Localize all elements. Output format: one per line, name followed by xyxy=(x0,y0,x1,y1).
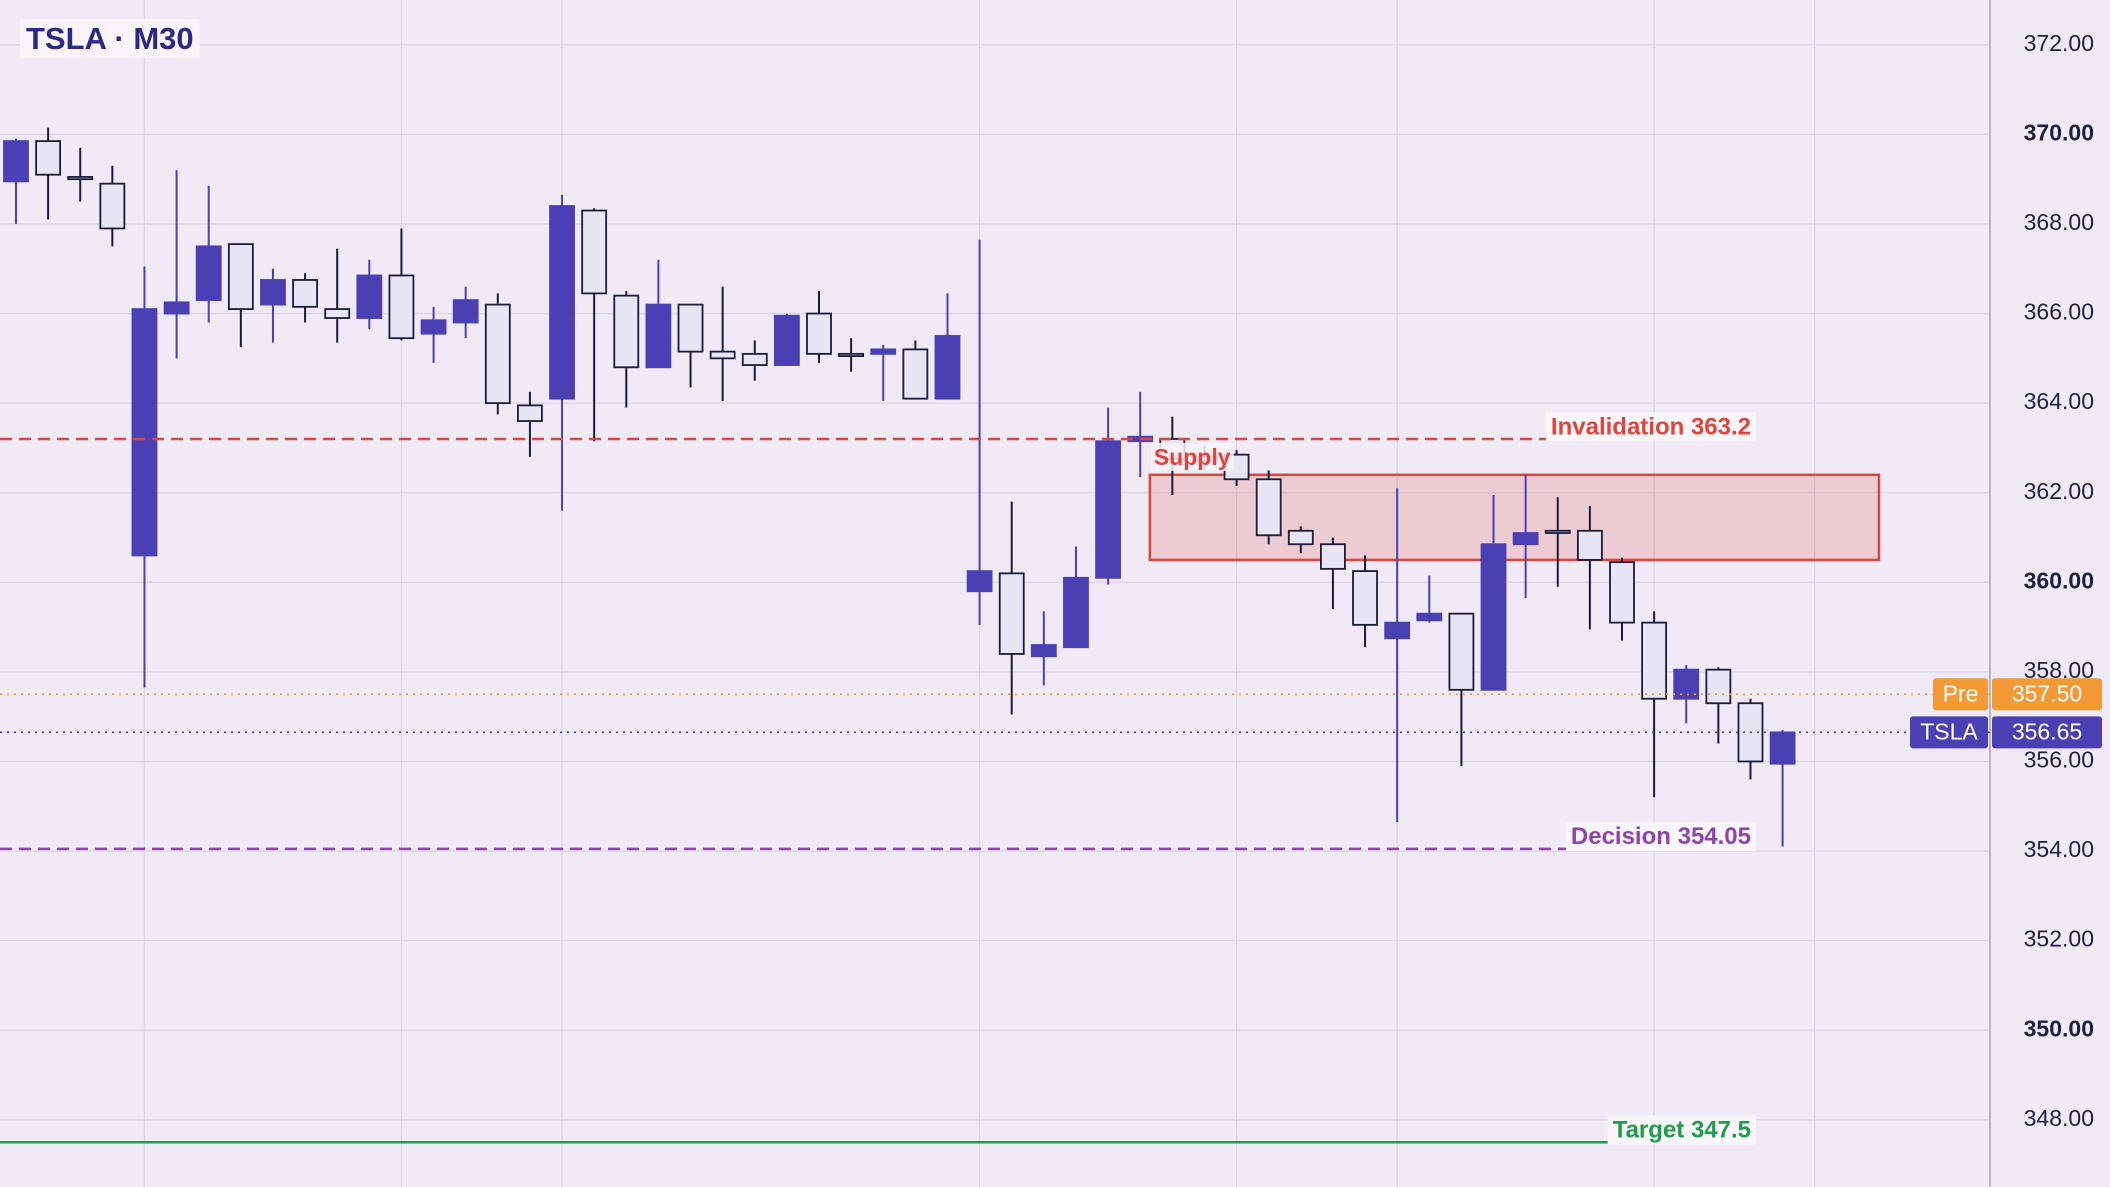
candle-body xyxy=(741,352,768,366)
candle-body xyxy=(902,348,929,400)
candle-body xyxy=(292,279,318,308)
zone-label-bg xyxy=(1150,442,1234,471)
candle-body xyxy=(1384,621,1411,640)
candle-body xyxy=(227,243,254,310)
candle-body xyxy=(806,312,832,355)
candle-body xyxy=(356,274,383,319)
chart-title: TSLA · M30 xyxy=(26,21,194,56)
candle-body xyxy=(966,570,993,593)
candle-body xyxy=(517,404,543,422)
candle-body xyxy=(645,303,672,369)
level-label-bg xyxy=(1545,412,1756,442)
y-tick-label: 366.00 xyxy=(2024,299,2094,325)
level-label-bg xyxy=(1607,1115,1756,1145)
level-label: Target 347.5 xyxy=(1613,1117,1751,1144)
candle-body xyxy=(998,572,1025,655)
candle-body xyxy=(934,335,961,400)
candle-body xyxy=(613,294,640,369)
candle-body xyxy=(260,279,286,306)
candle-body xyxy=(99,182,126,230)
level-label: Invalidation 363.2 xyxy=(1551,413,1751,440)
candle-body xyxy=(420,319,447,335)
y-tick-label: 370.00 xyxy=(2024,119,2094,145)
title-bg xyxy=(20,19,200,59)
price-tag-value-bg xyxy=(1992,716,2102,749)
y-tick-label: 364.00 xyxy=(2024,388,2094,414)
y-tick-label: 350.00 xyxy=(2024,1015,2094,1041)
y-tick-label: 368.00 xyxy=(2024,209,2094,235)
candle-body xyxy=(1641,621,1668,700)
candle-body xyxy=(1576,529,1603,561)
candle-body xyxy=(131,308,158,557)
candle-body xyxy=(67,176,94,181)
candle-body xyxy=(484,303,511,405)
candle-body xyxy=(1255,478,1282,537)
price-tag-value: 356.65 xyxy=(2012,718,2082,744)
candle-body xyxy=(838,352,865,358)
candle-body xyxy=(549,205,575,400)
candle-body xyxy=(1609,561,1635,624)
price-tag-name-bg xyxy=(1933,678,1988,711)
candle-body xyxy=(1352,570,1378,626)
candle-body xyxy=(870,348,897,355)
y-tick-label: 352.00 xyxy=(2024,926,2094,952)
candle-body xyxy=(1030,644,1057,658)
zone-label: Supply xyxy=(1154,444,1231,470)
level-label-bg xyxy=(1565,822,1756,852)
candle-body xyxy=(709,350,736,360)
candle-body xyxy=(1320,543,1346,570)
price-tag-name-bg xyxy=(1910,716,1988,749)
candle-body xyxy=(195,245,222,302)
candle-body xyxy=(35,140,62,176)
candle-body xyxy=(1480,543,1507,691)
candle-body xyxy=(1448,612,1475,691)
candle-body xyxy=(1705,668,1732,705)
y-tick-label: 360.00 xyxy=(2024,567,2094,593)
price-tag-value-bg xyxy=(1992,678,2102,711)
level-label: Decision 354.05 xyxy=(1571,823,1751,850)
y-tick-label: 354.00 xyxy=(2024,836,2094,862)
candle-body xyxy=(324,308,351,319)
candle-body xyxy=(3,140,29,183)
candle-body xyxy=(773,314,800,366)
candle-body xyxy=(1063,576,1089,649)
candle-body xyxy=(1544,529,1571,534)
candle-body xyxy=(1416,612,1443,622)
y-tick-label: 372.00 xyxy=(2024,30,2094,56)
price-tag-name: TSLA xyxy=(1920,718,1978,744)
candle-body xyxy=(163,301,190,315)
candle-body xyxy=(1287,529,1314,546)
candle-body xyxy=(581,209,608,295)
price-tag-name: Pre xyxy=(1943,680,1979,706)
candle-body xyxy=(1769,731,1796,765)
y-tick-label: 362.00 xyxy=(2024,478,2094,504)
y-tick-label: 348.00 xyxy=(2024,1105,2094,1131)
candle-body xyxy=(677,303,704,353)
price-tag-value: 357.50 xyxy=(2012,680,2082,706)
candle-body xyxy=(1512,532,1539,546)
y-tick-label: 356.00 xyxy=(2024,747,2094,773)
candle-body xyxy=(1095,440,1121,579)
candle-body xyxy=(388,274,415,340)
candle-body xyxy=(452,299,479,324)
